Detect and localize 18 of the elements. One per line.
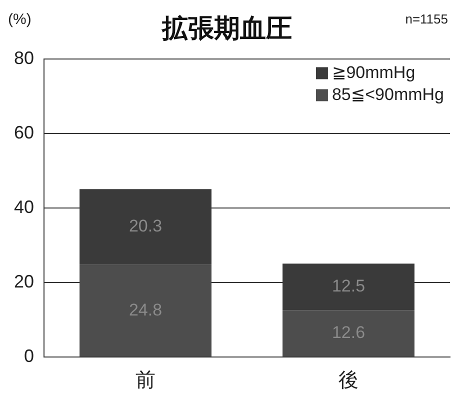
data-label: 20.3: [128, 216, 162, 236]
legend-label: 85≦<90mmHg: [332, 84, 444, 104]
x-tick-label: 後: [338, 370, 359, 392]
legend-label: ≧90mmHg: [332, 62, 416, 82]
data-label: 12.5: [332, 276, 366, 296]
data-label: 12.6: [332, 322, 366, 342]
y-axis-title: (%): [8, 11, 32, 28]
y-tick-label: 0: [24, 346, 34, 366]
y-tick-label: 80: [14, 48, 34, 68]
bar: [282, 310, 414, 356]
y-tick-label: 20: [14, 272, 34, 292]
y-tick-label: 40: [14, 197, 34, 218]
data-label: 24.8: [128, 300, 162, 320]
x-tick-label: 前: [136, 370, 156, 392]
chart-title: 拡張期血圧: [161, 12, 292, 43]
text: n=1155: [405, 12, 448, 27]
y-tick-label: 60: [14, 122, 34, 143]
bar: [80, 264, 212, 356]
